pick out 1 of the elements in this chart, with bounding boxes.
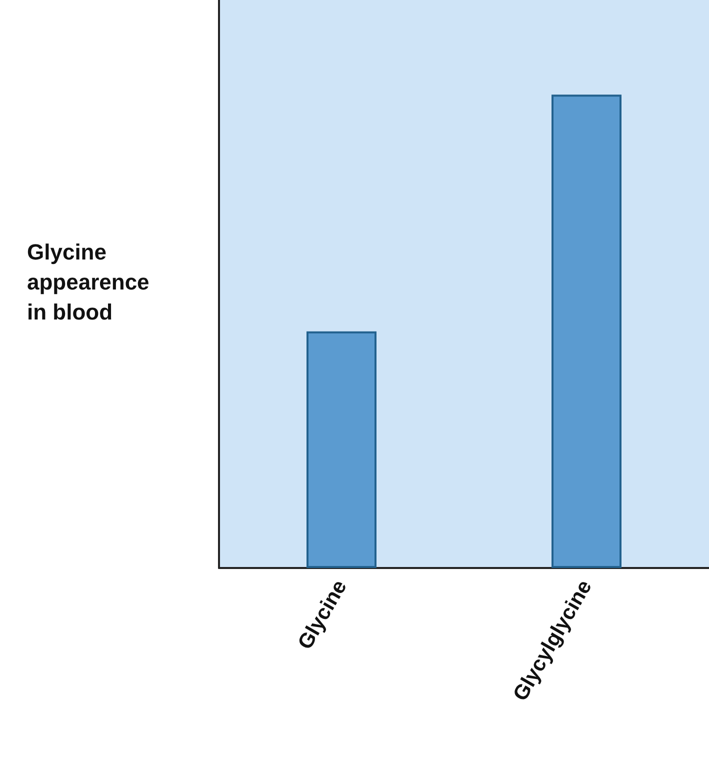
y-axis-title: Glycine appearence in blood [27, 240, 150, 324]
